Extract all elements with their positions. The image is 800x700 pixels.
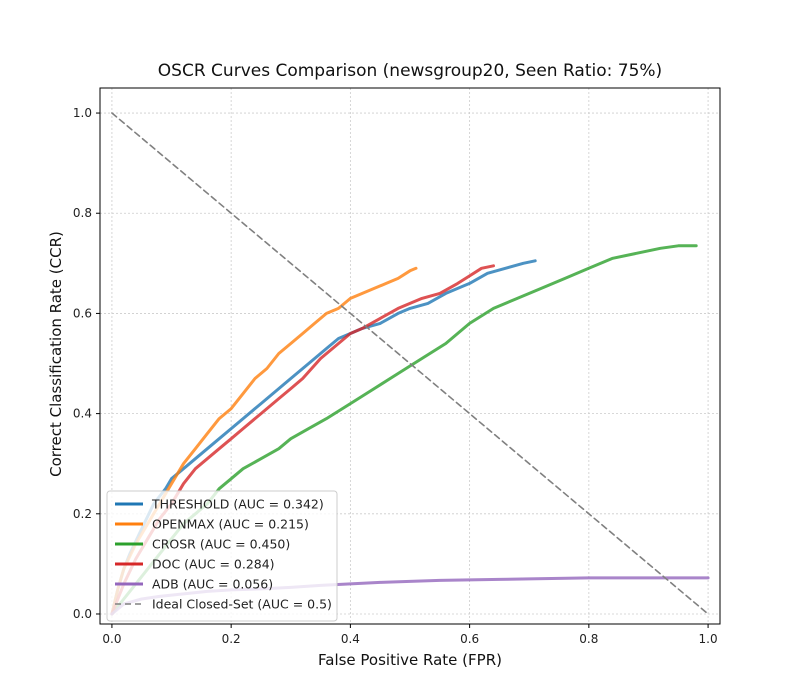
y-tick-label: 0.6 [73, 306, 92, 320]
y-tick-label: 1.0 [73, 106, 92, 120]
chart-title: OSCR Curves Comparison (newsgroup20, See… [158, 61, 662, 81]
grid [100, 88, 720, 624]
y-axis-label: Correct Classification Rate (CCR) [47, 231, 65, 477]
plot-frame [99, 87, 721, 625]
y-tick-label: 0.4 [73, 407, 92, 421]
legend-label: OPENMAX (AUC = 0.215) [152, 517, 309, 532]
series-line-5 [111, 112, 709, 615]
x-axis-label: False Positive Rate (FPR) [318, 651, 502, 669]
x-tick-label: 0.0 [102, 632, 121, 646]
x-tick-label: 0.8 [579, 632, 598, 646]
x-tick-label: 0.6 [460, 632, 479, 646]
legend-box [106, 490, 338, 622]
y-tick-label: 0.8 [73, 206, 92, 220]
legend-label: DOC (AUC = 0.284) [152, 557, 275, 572]
x-tick-label: 0.4 [341, 632, 360, 646]
legend-label: Ideal Closed-Set (AUC = 0.5) [152, 597, 332, 612]
legend-label: ADB (AUC = 0.056) [152, 577, 273, 592]
legend-label: CROSR (AUC = 0.450) [152, 537, 290, 552]
y-tick-label: 0.2 [73, 507, 92, 521]
x-tick-label: 1.0 [699, 632, 718, 646]
axis-ticks: 0.0 0.2 0.4 0.6 0.8 1.0 0.0 0.2 0.4 0.6 0.8 1.0 [73, 106, 718, 646]
legend: THRESHOLD (AUC = 0.342) OPENMAX (AUC = 0.… [106, 490, 338, 622]
x-tick-label: 0.2 [222, 632, 241, 646]
legend-label: THRESHOLD (AUC = 0.342) [151, 497, 324, 512]
y-tick-label: 0.0 [73, 607, 92, 621]
